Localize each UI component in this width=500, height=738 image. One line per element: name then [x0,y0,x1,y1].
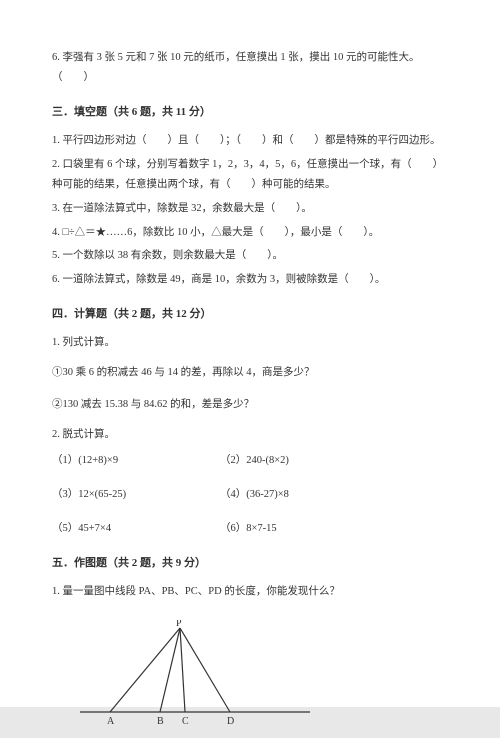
sub-6: （6）8×7-15 [220,519,340,539]
section-4-title: 四．计算题（共 2 题，共 12 分） [52,304,448,325]
sec3-q6: 6. 一道除法算式，除数是 49，商是 10，余数为 3，则被除数是（ ）。 [52,270,448,290]
svg-text:C: C [182,716,189,727]
sec3-q4: 4. □÷△＝★……6，除数比 10 小，△最大是（ ），最小是（ ）。 [52,223,448,243]
sub-1: （1）(12+8)×9 [52,451,172,471]
sub-5: （5）45+7×4 [52,519,172,539]
geometry-diagram: P A B C D [80,620,448,738]
sec4-sub-list: （1）(12+8)×9 （2）240-(8×2) （3）12×(65-25) （… [52,451,448,539]
sec4-q1b: ②130 减去 15.38 与 84.62 的和，差是多少？ [52,395,448,415]
sec4-q1: 1. 列式计算。 [52,333,448,353]
svg-text:B: B [157,716,164,727]
sec3-q1: 1. 平行四边形对边（ ）且（ ）；（ ）和（ ）都是特殊的平行四边形。 [52,131,448,151]
sec4-q1a: ①30 乘 6 的积减去 46 与 14 的差，再除以 4，商是多少？ [52,363,448,383]
svg-text:P: P [176,620,182,629]
sec3-q3: 3. 在一道除法算式中，除数是 32，余数最大是（ ）。 [52,199,448,219]
sec4-q2: 2. 脱式计算。 [52,425,448,445]
sub-3: （3）12×(65-25) [52,485,172,505]
intro-q6: 6. 李强有 3 张 5 元和 7 张 10 元的纸币，任意摸出 1 张，摸出 … [52,48,448,88]
sub-4: （4）(36-27)×8 [220,485,340,505]
svg-text:D: D [227,716,234,727]
svg-text:A: A [107,716,115,727]
section-5-title: 五．作图题（共 2 题，共 9 分） [52,553,448,574]
sub-2: （2）240-(8×2) [220,451,340,471]
section-3-title: 三．填空题（共 6 题，共 11 分） [52,102,448,123]
diagram-svg: P A B C D [80,620,310,730]
sec3-q5: 5. 一个数除以 38 有余数，则余数最大是（ ）。 [52,246,448,266]
sec3-q2: 2. 口袋里有 6 个球，分别写着数字 1，2，3，4，5，6，任意摸出一个球，… [52,155,448,195]
sec5-q1: 1. 量一量图中线段 PA、PB、PC、PD 的长度，你能发现什么？ [52,582,448,602]
